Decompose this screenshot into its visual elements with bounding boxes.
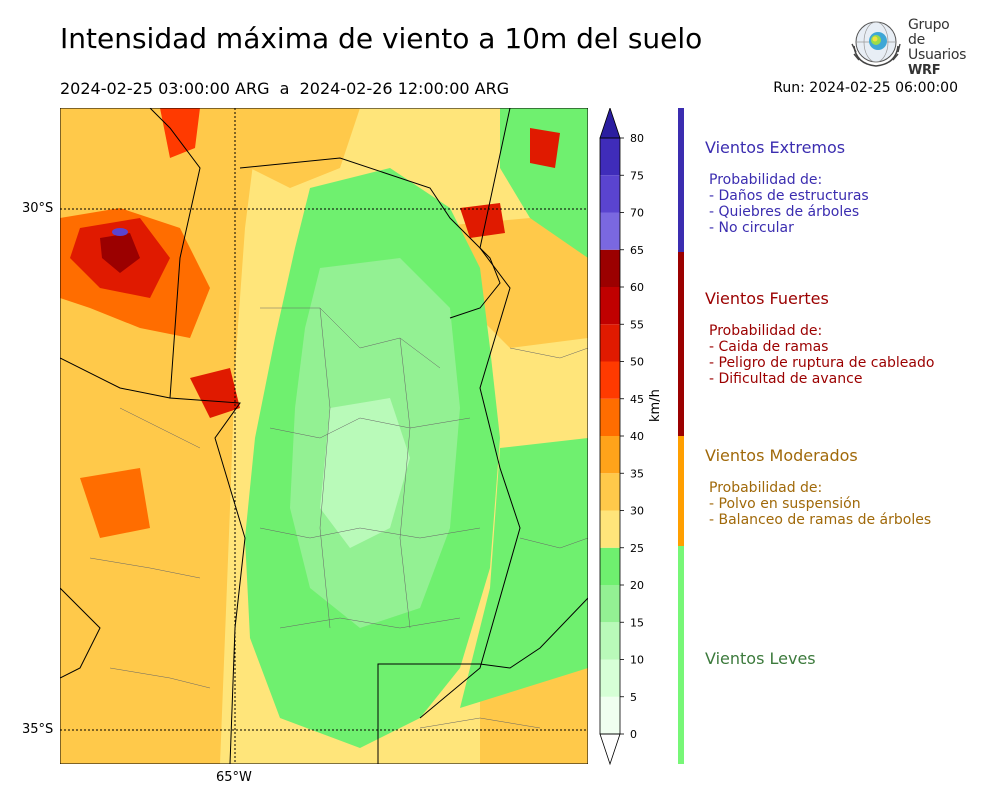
wrf-logo: Grupo de Usuarios WRF (848, 16, 968, 78)
legend-description-line: - Polvo en suspensión (709, 496, 861, 512)
run-time: Run: 2024-02-25 06:00:00 (773, 80, 958, 96)
colorbar-segment (600, 622, 620, 660)
colorbar: 0 5 10 15 20 25 30 35 40 45 50 55 60 65 70 75 80 (599, 108, 644, 766)
legend-description-line: Probabilidad de: (709, 172, 823, 188)
southwest-orange-zone (80, 468, 150, 538)
colorbar-segment (600, 510, 620, 548)
legend-category-title: Vientos Leves (705, 649, 816, 668)
logo-line1: Grupo de (908, 17, 950, 48)
east-red-zone (460, 203, 505, 238)
logo-line2: Usuarios (908, 47, 967, 63)
colorbar-segment (600, 138, 620, 176)
legend-description-line: Probabilidad de: (709, 480, 823, 496)
lat-label-30: 30°S (22, 201, 54, 216)
province-border-north (239, 157, 501, 319)
colorbar-segment (600, 324, 620, 362)
extreme-spot-1 (112, 228, 128, 236)
country-border (60, 357, 171, 679)
west-core-zone (100, 233, 140, 273)
legend-category-description: Probabilidad de: - Polvo en suspensión - B… (709, 480, 931, 528)
province-border-west (149, 108, 246, 764)
colorbar-segment (600, 436, 620, 474)
chart-title: Intensidad máxima de viento a 10m del su… (60, 22, 703, 55)
central-lightest-region (320, 398, 410, 548)
colorbar-tick-label: 35 (630, 467, 644, 480)
colorbar-top-extend (599, 108, 621, 139)
legend-category-title: Vientos Fuertes (705, 289, 829, 308)
department-lines (89, 307, 588, 729)
north-red-zone (160, 108, 200, 158)
colorbar-segment (600, 473, 620, 511)
colorbar-segment (600, 287, 620, 325)
colorbar-tick-label: 75 (630, 169, 644, 182)
colorbar-segment (600, 249, 620, 287)
colorbar-tick-label: 60 (630, 281, 644, 294)
colorbar-tick-label: 5 (630, 691, 637, 704)
colorbar-segment (600, 547, 620, 585)
legend-category-description: Probabilidad de: - Daños de estructuras - … (709, 172, 869, 236)
legend-category-title: Vientos Moderados (705, 446, 858, 465)
province-border-east (419, 108, 521, 719)
colorbar-bottom-extend (599, 733, 621, 766)
legend-description-line: Probabilidad de: (709, 323, 823, 339)
colorbar-tick-label: 15 (630, 616, 644, 629)
legend-bar (678, 252, 684, 436)
colorbar-tick-label: 65 (630, 244, 644, 257)
colorbar-segment (600, 361, 620, 399)
colorbar-segment (600, 175, 620, 213)
colorbar-segment (600, 585, 620, 623)
legend-category-title: Vientos Extremos (705, 138, 846, 157)
legend-bar (678, 108, 684, 252)
mid-red-zone (190, 368, 240, 418)
legend-bar (678, 546, 684, 764)
northeast-green-region (500, 108, 588, 258)
colorbar-segment (600, 212, 620, 250)
legend-description-line: - Caida de ramas (709, 339, 829, 355)
colorbar-tick-label: 20 (630, 579, 644, 592)
legend-description-line: - Peligro de ruptura de cableado (709, 355, 935, 371)
colorbar-tick-label: 10 (630, 654, 644, 667)
colorbar-tick-label: 45 (630, 393, 644, 406)
globe-logo-icon (851, 21, 901, 67)
wind-map (60, 108, 588, 764)
colorbar-tick-label: 50 (630, 356, 644, 369)
colorbar-unit: km/h (648, 389, 663, 422)
lon-label-65: 65°W (216, 770, 252, 785)
colorbar-tick-label: 0 (630, 728, 637, 741)
legend-category-description: Probabilidad de: - Caida de ramas - Peligr… (709, 323, 934, 387)
legend-bar (678, 436, 684, 546)
logo-text: Grupo de Usuarios WRF (908, 17, 968, 79)
colorbar-tick-label: 40 (630, 430, 644, 443)
legend-description-line: - No circular (709, 220, 794, 236)
north-orange-region (200, 108, 360, 188)
northeast-red-zone (530, 128, 560, 168)
province-border-south (377, 597, 588, 764)
colorbar-tick-label: 25 (630, 542, 644, 555)
colorbar-tick-label: 55 (630, 318, 644, 331)
colorbar-segment (600, 398, 620, 436)
colorbar-tick-label: 30 (630, 505, 644, 518)
colorbar-tick-label: 80 (630, 132, 644, 145)
logo-line3: WRF (908, 63, 941, 78)
legend-description-line: - Daños de estructuras (709, 188, 869, 204)
colorbar-segment (600, 696, 620, 734)
colorbar-tick-label: 70 (630, 207, 644, 220)
forecast-period: 2024-02-25 03:00:00 ARG a 2024-02-26 12:… (60, 79, 510, 98)
lat-label-35: 35°S (22, 722, 54, 737)
legend-description-line: - Balanceo de ramas de árboles (709, 512, 932, 528)
legend-description-line: - Dificultad de avance (709, 371, 863, 387)
east-green-region (460, 438, 588, 708)
colorbar-segment (600, 659, 620, 697)
legend-description-line: - Quiebres de árboles (709, 204, 860, 220)
